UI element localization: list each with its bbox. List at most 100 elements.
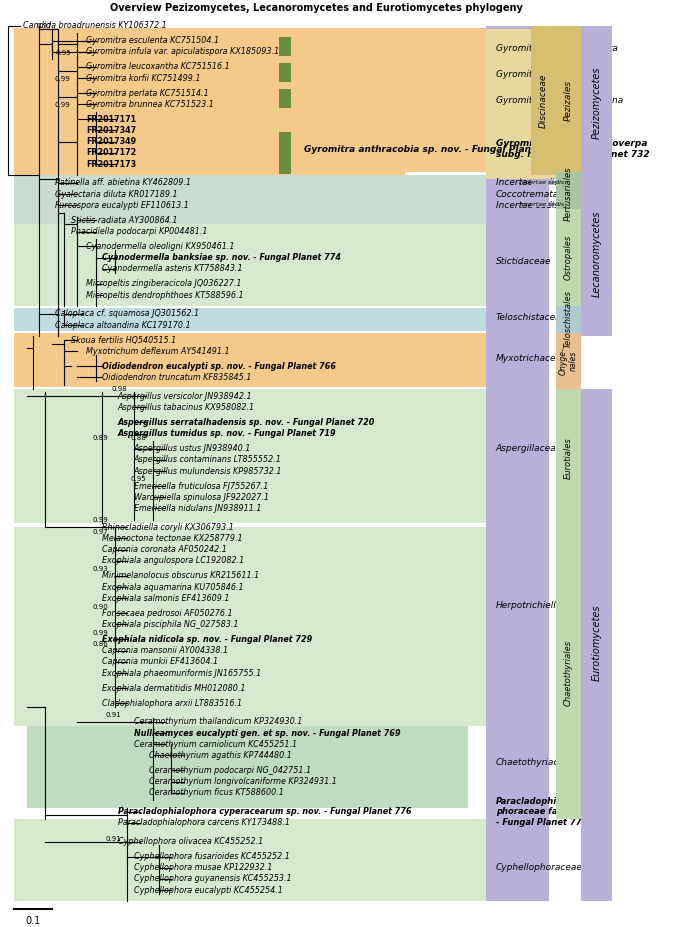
Bar <box>555 388 581 527</box>
Text: Lecanoromycetes: Lecanoromycetes <box>592 210 602 298</box>
Bar <box>14 155 404 177</box>
Text: Gyromitra leucoxantha KC751516.1: Gyromitra leucoxantha KC751516.1 <box>86 62 231 71</box>
Text: Capronia coronata AF050242.1: Capronia coronata AF050242.1 <box>102 545 227 554</box>
Text: Furcaspora eucalypti EF110613.1: Furcaspora eucalypti EF110613.1 <box>55 201 189 210</box>
Text: FR2017347: FR2017347 <box>86 126 137 135</box>
Text: 0.86: 0.86 <box>93 641 109 647</box>
Text: 0.86: 0.86 <box>131 435 146 441</box>
Text: Chaetothyriales: Chaetothyriales <box>564 640 573 706</box>
Text: Aspergillus serratalhadensis sp. nov. - Fungal Planet 720: Aspergillus serratalhadensis sp. nov. - … <box>118 418 375 427</box>
Text: Cyphellophora fusarioides KC455252.1: Cyphellophora fusarioides KC455252.1 <box>133 852 290 861</box>
Text: Patinella aff. abietina KY462809.1: Patinella aff. abietina KY462809.1 <box>55 178 191 187</box>
Text: Cyphellophora olivacea KC455252.1: Cyphellophora olivacea KC455252.1 <box>118 837 263 846</box>
Text: Exophiala nidicola sp. nov. - Fungal Planet 729: Exophiala nidicola sp. nov. - Fungal Pla… <box>102 635 313 644</box>
Text: Ceramothyrium longivolcaniforme KP324931.1: Ceramothyrium longivolcaniforme KP324931… <box>150 777 337 786</box>
Text: Pezizales: Pezizales <box>564 80 573 121</box>
Text: Eurotiomycetes: Eurotiomycetes <box>592 605 602 681</box>
Text: Gyromitra korfii KC751499.1: Gyromitra korfii KC751499.1 <box>86 73 201 83</box>
Text: Gyromitra brunnea KC751523.1: Gyromitra brunnea KC751523.1 <box>86 100 214 108</box>
Text: Gyromitra subg. Discina: Gyromitra subg. Discina <box>496 70 605 79</box>
Text: 0.97: 0.97 <box>93 528 109 535</box>
Text: Ostropales: Ostropales <box>564 235 573 280</box>
Text: 0.91: 0.91 <box>105 712 121 718</box>
Text: Cyanodermella oleoligni KX950461.1: Cyanodermella oleoligni KX950461.1 <box>86 242 235 251</box>
Bar <box>581 171 613 337</box>
Text: Emericella fruticulosa FJ755267.1: Emericella fruticulosa FJ755267.1 <box>133 481 268 490</box>
Text: Caloplaca altoandina KC179170.1: Caloplaca altoandina KC179170.1 <box>55 321 191 330</box>
Bar <box>555 171 581 217</box>
Text: Gyromitra anthracobia sp. nov. - Fungal Planet 732: Gyromitra anthracobia sp. nov. - Fungal … <box>304 145 563 154</box>
Text: 0.93: 0.93 <box>93 566 109 572</box>
Text: 0.1: 0.1 <box>25 917 40 926</box>
Text: Gyromitra perlata KC751514.1: Gyromitra perlata KC751514.1 <box>86 89 209 97</box>
Text: 0.97: 0.97 <box>36 23 52 30</box>
Text: FR2017349: FR2017349 <box>86 137 137 146</box>
Bar <box>14 309 487 331</box>
Bar <box>14 175 487 306</box>
Text: 0.90: 0.90 <box>93 603 109 610</box>
Text: Oidiodendron eucalypti sp. nov. - Fungal Planet 766: Oidiodendron eucalypti sp. nov. - Fungal… <box>102 362 336 371</box>
Bar <box>555 527 581 819</box>
Bar <box>487 30 562 179</box>
Bar <box>555 26 581 175</box>
Text: Cyphellophora eucalypti KC455254.1: Cyphellophora eucalypti KC455254.1 <box>133 885 282 895</box>
Text: Incertae sedis: Incertae sedis <box>496 201 559 210</box>
Text: Onyge-
nales: Onyge- nales <box>559 347 578 375</box>
Text: Gyalectaria diluta KR017189.1: Gyalectaria diluta KR017189.1 <box>55 190 177 198</box>
Text: Gyromitra subg. Pseudoverpa
subg. nov. - Fungal Planet 732: Gyromitra subg. Pseudoverpa subg. nov. -… <box>496 139 650 159</box>
Text: Candida broadrunensis KY106372.1: Candida broadrunensis KY106372.1 <box>24 21 167 31</box>
Text: Aspergillaceae: Aspergillaceae <box>496 444 562 453</box>
Text: 0.98: 0.98 <box>112 387 127 392</box>
Text: Rhinocladiella coryli KX306793.1: Rhinocladiella coryli KX306793.1 <box>102 523 234 532</box>
Text: Skoua fertilis HQ540515.1: Skoua fertilis HQ540515.1 <box>71 336 176 345</box>
Text: Cyanodermella asteris KT758843.1: Cyanodermella asteris KT758843.1 <box>102 264 243 273</box>
Text: 0.95: 0.95 <box>55 50 71 56</box>
Text: FR2017171: FR2017171 <box>86 115 137 123</box>
Text: 0.99: 0.99 <box>93 517 109 524</box>
Bar <box>278 63 291 82</box>
Text: Overview Pezizomycetes, Lecanoromycetes and Eurotiomycetes phylogeny: Overview Pezizomycetes, Lecanoromycetes … <box>110 3 523 13</box>
Text: Phacidiella podocarpi KP004481.1: Phacidiella podocarpi KP004481.1 <box>71 227 207 236</box>
Bar <box>26 726 468 807</box>
Bar <box>14 333 487 387</box>
Text: Paracladophialo-
phoraceae fam. nov.
- Fungal Planet 776: Paracladophialo- phoraceae fam. nov. - F… <box>496 796 592 827</box>
Text: 0.95: 0.95 <box>131 476 146 482</box>
Text: Gyromitra subg. Gyromitra: Gyromitra subg. Gyromitra <box>496 44 618 53</box>
Bar <box>530 179 555 184</box>
Bar <box>555 333 581 388</box>
Text: Cyphellophora guyanensis KC455253.1: Cyphellophora guyanensis KC455253.1 <box>133 874 291 883</box>
Text: Capronia mansonii AY004338.1: Capronia mansonii AY004338.1 <box>102 646 228 655</box>
Text: Aspergillus versicolor JN938942.1: Aspergillus versicolor JN938942.1 <box>118 392 253 400</box>
Bar <box>487 30 562 120</box>
Text: Myxotrichum deflexum AY541491.1: Myxotrichum deflexum AY541491.1 <box>86 347 230 356</box>
Text: 0.99: 0.99 <box>93 629 109 636</box>
Bar <box>278 133 291 173</box>
Text: Minimelanolocus obscurus KR215611.1: Minimelanolocus obscurus KR215611.1 <box>102 571 259 580</box>
Text: Exophiala angulospora LC192082.1: Exophiala angulospora LC192082.1 <box>102 556 245 565</box>
Bar <box>555 210 581 306</box>
Text: Eurotiales: Eurotiales <box>564 437 573 479</box>
Bar <box>278 37 291 56</box>
Text: Pezizomycetes: Pezizomycetes <box>592 66 602 139</box>
Text: Incertae sedis: Incertae sedis <box>520 202 565 207</box>
Text: FR2017173: FR2017173 <box>86 159 137 169</box>
Text: 0.91: 0.91 <box>105 835 121 842</box>
Bar <box>530 201 555 208</box>
Text: Micropeltis zingiberacicola JQ036227.1: Micropeltis zingiberacicola JQ036227.1 <box>86 279 242 288</box>
Text: Myxotrichaceae: Myxotrichaceae <box>496 354 568 363</box>
Text: Pertusariales: Pertusariales <box>564 167 573 222</box>
Text: Incertae sedis: Incertae sedis <box>520 180 565 184</box>
Bar <box>530 26 555 175</box>
Text: 0.99: 0.99 <box>55 76 71 82</box>
Text: Fonsecaea pedrosoi AF050276.1: Fonsecaea pedrosoi AF050276.1 <box>102 609 233 617</box>
Text: Cladophialophora arxii LT883516.1: Cladophialophora arxii LT883516.1 <box>102 699 242 707</box>
Bar <box>278 89 291 108</box>
Text: Chaetothyrium agathis KP744480.1: Chaetothyrium agathis KP744480.1 <box>150 751 293 760</box>
Bar <box>14 527 487 726</box>
Text: Aspergillus mulundensis KP985732.1: Aspergillus mulundensis KP985732.1 <box>133 466 282 476</box>
Text: Aspergillus tumidus sp. nov. - Fungal Planet 719: Aspergillus tumidus sp. nov. - Fungal Pl… <box>118 429 336 438</box>
Text: Coccotremataceae: Coccotremataceae <box>496 190 580 198</box>
Text: Gyromitra subg. Caroliniana: Gyromitra subg. Caroliniana <box>496 96 623 105</box>
Text: Ceramothyrium podocarpi NG_042751.1: Ceramothyrium podocarpi NG_042751.1 <box>150 766 311 775</box>
Text: Ceramothyrium carniolicum KC455251.1: Ceramothyrium carniolicum KC455251.1 <box>133 740 297 749</box>
